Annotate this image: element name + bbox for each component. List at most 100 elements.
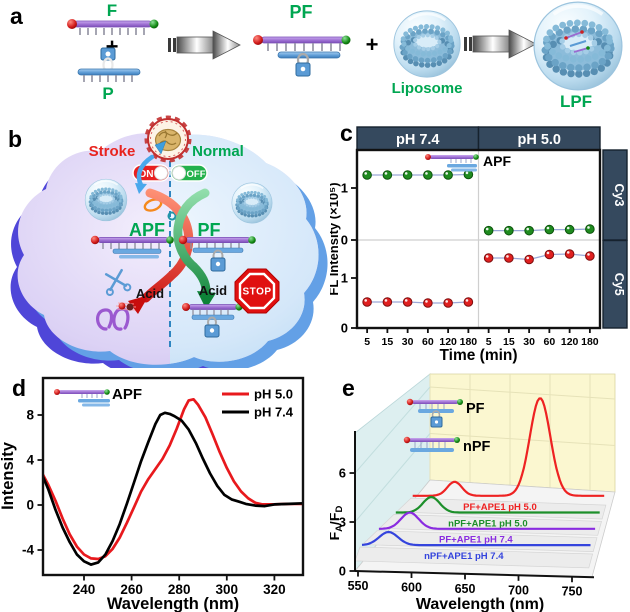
data-point — [524, 225, 534, 236]
series-floor-label: nPF+APE1 pH 7.4 — [424, 551, 504, 562]
panel-e-letter: e — [342, 375, 355, 401]
strand-p-label: P — [102, 84, 113, 103]
data-point — [362, 297, 372, 307]
y-tick-label: 0 — [26, 498, 34, 513]
series-curve — [395, 496, 600, 514]
data-point-highlight — [465, 299, 469, 302]
data-point-highlight — [566, 251, 570, 254]
data-point-highlight — [425, 172, 428, 175]
x-tick-label: 650 — [455, 582, 476, 596]
plot-frame — [355, 148, 602, 330]
data-point-highlight — [566, 226, 570, 230]
data-point — [483, 253, 494, 263]
y-tick-label: 0 — [339, 564, 346, 579]
series-curve — [43, 411, 303, 566]
y-axis-label: FL Intensity (×10⁵) — [330, 182, 341, 295]
x-tick-label: 120 — [561, 336, 579, 348]
data-point-highlight — [546, 226, 550, 230]
x-tick-label: 60 — [544, 336, 556, 348]
data-point — [382, 170, 393, 180]
strand-p — [77, 47, 141, 82]
data-point — [544, 249, 555, 260]
data-point — [443, 298, 453, 308]
strand-f-label: F — [107, 1, 117, 20]
brain-icon — [144, 115, 192, 163]
legend-entry-label: nPF — [463, 439, 491, 455]
acid-right-label: Acid — [199, 283, 227, 298]
y-tick-label: 4 — [26, 453, 34, 468]
x-tick-label: 30 — [523, 336, 535, 348]
row-strip — [602, 239, 628, 329]
panel-a-letter: a — [10, 3, 23, 29]
series-curve — [43, 397, 303, 561]
strand-f — [67, 19, 159, 35]
strand-pf — [253, 35, 351, 77]
x-axis — [354, 570, 595, 579]
panel-e-chart: e nPF+APE1 pH 7.4PF+APE1 pH 7.4nPF+APE1 … — [330, 373, 616, 612]
data-point-highlight — [546, 251, 550, 255]
npf-legend-icon — [403, 436, 460, 452]
data-point — [524, 254, 534, 265]
data-point-highlight — [587, 253, 590, 256]
x-tick-label: 60 — [422, 336, 434, 348]
back-grid — [429, 386, 616, 400]
legend-entry-label: PF — [466, 401, 485, 417]
data-point — [402, 297, 413, 307]
series-curve — [378, 511, 596, 530]
lpf-label: LPF — [560, 92, 592, 111]
lpf-inner-strands — [564, 30, 590, 53]
scissors-icon — [104, 268, 132, 296]
legend-entry-label: pH 5.0 — [254, 387, 293, 402]
y-tick-label: 0 — [341, 321, 348, 336]
data-point — [483, 225, 494, 236]
y-axis-label: Intensity — [0, 441, 17, 510]
chart-e-dynamic: nPF+APE1 pH 7.4 PF+APE1 pH 7.4 nPF+APE1 pH… — [330, 373, 616, 612]
series-line — [367, 173, 469, 176]
x-tick-label: 240 — [73, 582, 96, 597]
strand-pf-label: PF — [289, 2, 312, 22]
strand-pf-locked — [178, 235, 256, 272]
data-point — [564, 249, 575, 259]
floor-band — [354, 546, 594, 569]
chart-d-dynamic: 240 260 280 300 320 -4 0 4 8 Wavelength (nm) Inten… — [0, 376, 305, 612]
row-strip-label: Cy5 — [612, 273, 626, 296]
folded-hairpin-icon — [96, 302, 137, 331]
panel-d-letter: d — [12, 375, 26, 401]
x-tick-label: 120 — [439, 336, 457, 348]
lock-icon — [204, 316, 220, 338]
data-point-highlight — [526, 227, 530, 231]
normal-pathway-arrow — [173, 188, 216, 309]
plus-sign-2: + — [366, 32, 379, 57]
facet-header-label: pH 5.0 — [517, 132, 561, 148]
y-tick-label: 1 — [341, 271, 348, 286]
floor-band — [378, 514, 602, 536]
y-tick-label: -4 — [22, 543, 34, 558]
x-tick-label: 550 — [348, 579, 369, 593]
y-axis-label: FA/FD — [330, 505, 345, 540]
x-tick-label: 280 — [168, 582, 191, 597]
data-point — [443, 170, 453, 180]
release-arrow-icon — [135, 154, 155, 194]
x-tick-label: 15 — [503, 336, 515, 348]
toggle-off-label: OFF — [187, 169, 206, 180]
stop-label: STOP — [242, 287, 271, 298]
apf-label: APF — [129, 220, 165, 240]
series-floor-label: PF+APE1 pH 7.4 — [439, 535, 513, 546]
y-tick-label: 0 — [341, 233, 348, 248]
data-point — [423, 170, 433, 180]
x-tick-label: 180 — [460, 336, 478, 348]
lock-icon — [295, 52, 311, 77]
pf-legend-icon — [406, 398, 463, 428]
data-point-highlight — [526, 256, 530, 260]
arrow-1 — [167, 30, 241, 60]
data-point-highlight — [384, 299, 388, 302]
data-point-highlight — [506, 227, 509, 231]
x-tick-label: 30 — [402, 336, 414, 348]
data-point-highlight — [587, 226, 590, 229]
liposome-label: Liposome — [392, 80, 463, 97]
legend-label: APF — [112, 386, 142, 403]
x-tick-label: 300 — [216, 582, 239, 597]
stroke-label: Stroke — [89, 143, 136, 160]
series-floor-label: nPF+APE1 pH 5.0 — [448, 518, 527, 529]
